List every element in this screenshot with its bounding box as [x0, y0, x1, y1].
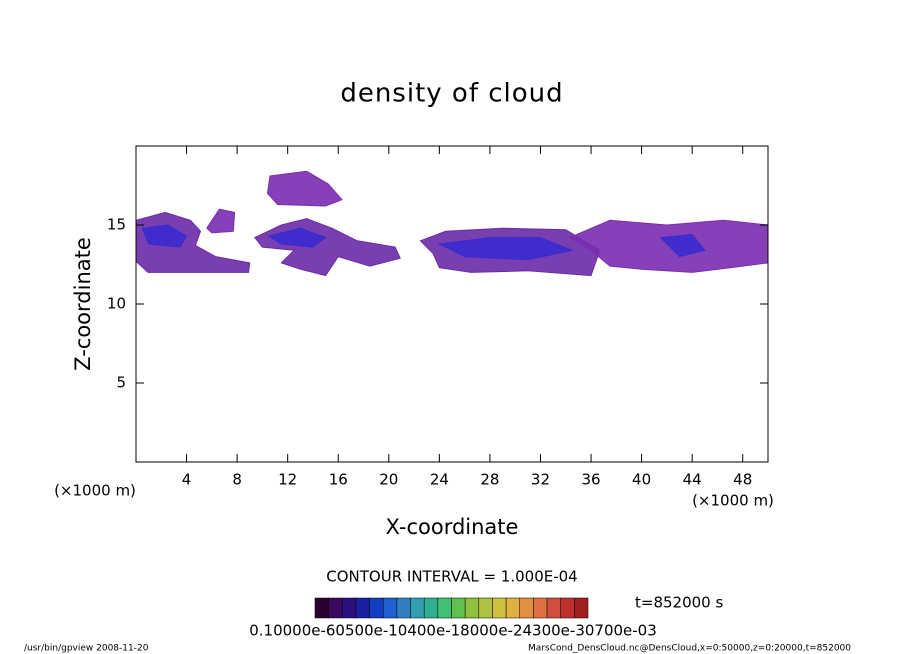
- x-tick-label: 32: [531, 471, 550, 489]
- plot-area: [135, 170, 769, 277]
- contour-interval: CONTOUR INTERVAL = 1.000E-04: [326, 568, 577, 586]
- colorbar-swatch: [396, 597, 411, 619]
- time-label: t=852000 s: [635, 594, 723, 612]
- colorbar-swatch: [314, 597, 329, 619]
- colorbar-labels: 0.10000e-60500e-10400e-18000e-24300e-307…: [249, 622, 657, 640]
- y-tick-label: 10: [107, 295, 126, 313]
- colorbar-swatch: [437, 597, 452, 619]
- colorbar-swatch: [423, 597, 439, 619]
- cloud-region: [254, 218, 401, 277]
- cloud-region: [206, 208, 236, 234]
- footer-right: MarsCond_DensCloud.nc@DensCloud,x=0:5000…: [528, 644, 851, 654]
- y-unit: (×1000 m): [54, 482, 136, 500]
- y-tick-label: 15: [107, 216, 126, 234]
- y-tick-label: 5: [116, 374, 126, 392]
- x-tick-label: 36: [581, 471, 600, 489]
- colorbar-swatch: [369, 597, 384, 619]
- colorbar-swatch: [519, 597, 534, 619]
- colorbar-swatch: [342, 597, 357, 619]
- x-tick-label: 20: [379, 471, 398, 489]
- cloud-region: [437, 237, 574, 261]
- x-tick-label: 4: [182, 471, 192, 489]
- x-tick-label: 28: [480, 471, 499, 489]
- x-tick-label: 12: [278, 471, 297, 489]
- colorbar-swatch: [328, 597, 343, 619]
- x-unit: (×1000 m): [692, 492, 774, 510]
- colorbar-swatch: [451, 597, 466, 619]
- colorbar-swatch: [464, 597, 480, 619]
- x-tick-label: 40: [632, 471, 651, 489]
- footer-left: /usr/bin/gpview 2008-11-20: [24, 644, 149, 654]
- y-axis-label: Z-coordinate: [71, 237, 95, 371]
- x-tick-label: 48: [733, 471, 752, 489]
- colorbar-swatch: [560, 597, 575, 619]
- x-tick-label: 24: [430, 471, 449, 489]
- cloud-region: [141, 224, 188, 248]
- colorbar-swatch: [383, 597, 398, 619]
- colorbar-swatch: [505, 597, 521, 619]
- colorbar-swatch: [533, 597, 548, 619]
- x-axis-label: X-coordinate: [386, 515, 519, 539]
- chart-title: density of cloud: [340, 79, 563, 109]
- colorbar-swatch: [492, 597, 507, 619]
- cloud-region: [267, 227, 327, 248]
- cloud-region: [266, 170, 343, 207]
- colorbar-swatch: [355, 597, 370, 619]
- x-tick-label: 8: [232, 471, 242, 489]
- colorbar-swatch: [574, 597, 589, 619]
- x-tick-label: 16: [329, 471, 348, 489]
- colorbar-swatch: [410, 597, 425, 619]
- colorbar-swatch: [546, 597, 561, 619]
- colorbar-swatch: [478, 597, 493, 619]
- cloud-region: [659, 233, 706, 258]
- x-tick-label: 44: [683, 471, 702, 489]
- plot-frame: [135, 145, 769, 463]
